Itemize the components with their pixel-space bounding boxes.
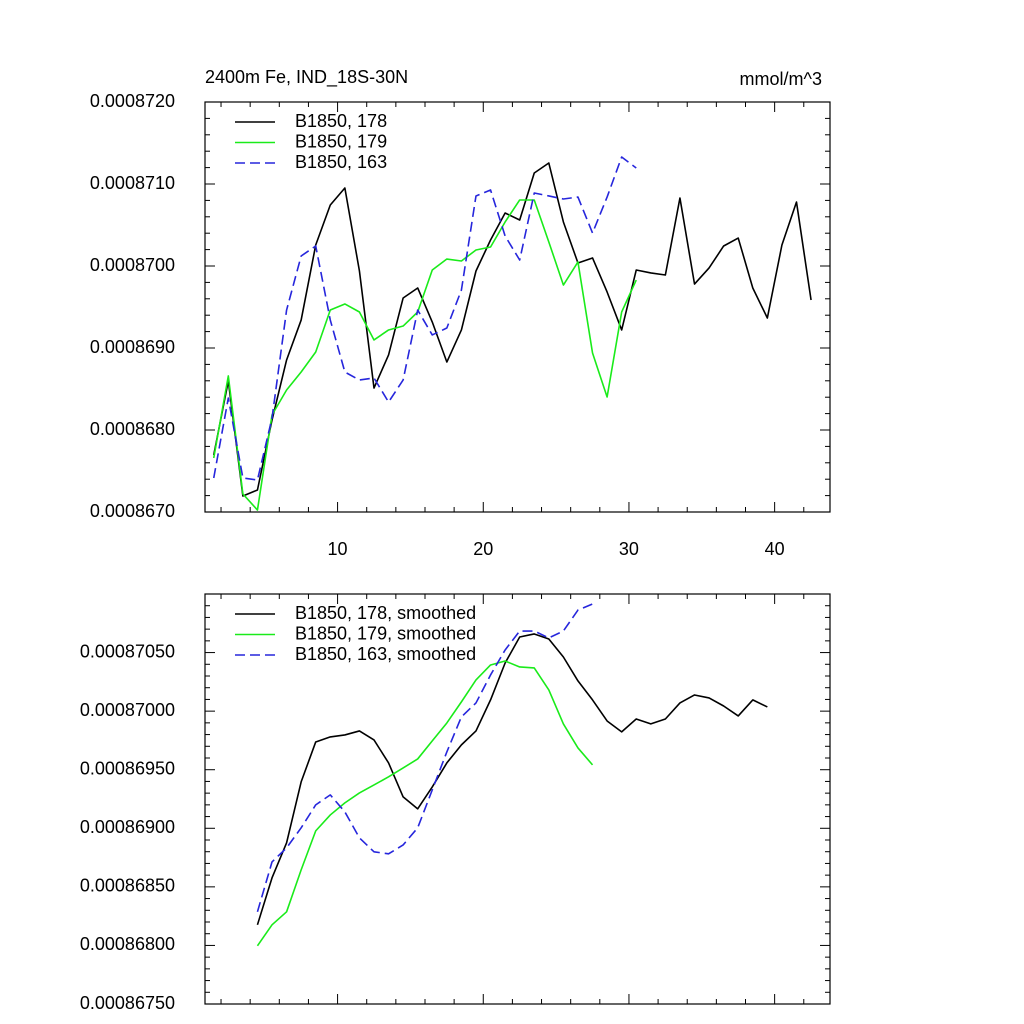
legend-label: B1850, 178, smoothed — [295, 603, 476, 623]
y-tick-label: 0.0008720 — [90, 91, 175, 111]
chart-title: 2400m Fe, IND_18S-30N — [205, 67, 408, 88]
series-line — [212, 162, 812, 497]
plot-frame — [204, 593, 831, 1005]
legend-label: B1850, 179 — [295, 131, 387, 151]
x-tick-label: 40 — [765, 539, 785, 559]
series-line — [212, 156, 637, 481]
y-tick-label: 0.0008710 — [90, 173, 175, 193]
y-tick-label: 0.0008700 — [90, 255, 175, 275]
plot-frame — [204, 101, 831, 513]
y-tick-label: 0.00086750 — [80, 993, 175, 1013]
y-tick-label: 0.00087050 — [80, 641, 175, 661]
legend-label: B1850, 163, smoothed — [295, 644, 476, 664]
y-tick-label: 0.0008670 — [90, 501, 175, 521]
units-label: mmol/m^3 — [740, 69, 822, 89]
legend-label: B1850, 179, smoothed — [295, 623, 476, 643]
x-tick-label: 30 — [619, 539, 639, 559]
legend-label: B1850, 163 — [295, 152, 387, 172]
y-tick-label: 0.0008690 — [90, 337, 175, 357]
x-tick-label: 20 — [473, 539, 493, 559]
series-line — [256, 633, 768, 926]
series-line — [256, 660, 594, 947]
y-tick-label: 0.00086900 — [80, 817, 175, 837]
y-tick-label: 0.00086950 — [80, 758, 175, 778]
y-tick-label: 0.00086850 — [80, 876, 175, 896]
legend-label: B1850, 178 — [295, 111, 387, 131]
series-line — [256, 603, 593, 913]
y-tick-label: 0.00087000 — [80, 700, 175, 720]
series-line — [212, 199, 637, 511]
y-tick-label: 0.00086800 — [80, 934, 175, 954]
y-tick-label: 0.0008680 — [90, 419, 175, 439]
x-tick-label: 10 — [328, 539, 348, 559]
